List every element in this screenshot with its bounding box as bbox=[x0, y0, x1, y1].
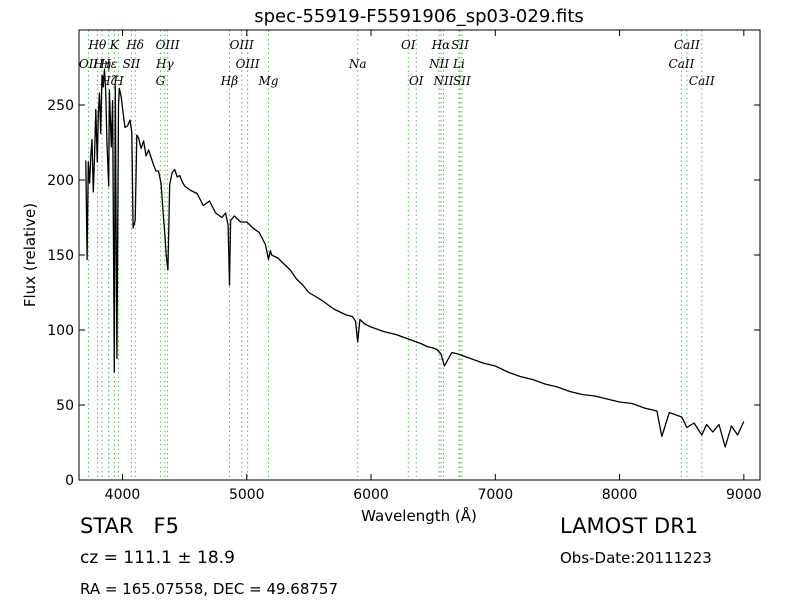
y-tick-label-3: 150 bbox=[47, 248, 74, 264]
spectral-class: STAR F5 bbox=[80, 514, 179, 538]
marker-label-27: CaII bbox=[689, 74, 715, 88]
marker-label-14: OIII bbox=[236, 57, 260, 71]
x-axis: 4000 5000 6000 7000 8000 9000 bbox=[105, 30, 762, 503]
marker-label-5: OI bbox=[401, 38, 416, 52]
marker-label-4: OIII bbox=[230, 38, 254, 52]
marker-label-7: SII bbox=[451, 38, 469, 52]
x-tick-label-5: 9000 bbox=[726, 487, 762, 503]
marker-label-16: NII bbox=[428, 57, 449, 71]
y-tick-label-4: 200 bbox=[47, 173, 74, 189]
marker-label-10: Hη bbox=[92, 57, 111, 71]
emission-line-markers bbox=[88, 30, 703, 480]
marker-label-21: G bbox=[156, 74, 166, 88]
y-tick-label-5: 250 bbox=[47, 98, 74, 114]
x-tick-label-4: 8000 bbox=[602, 487, 638, 503]
marker-label-13: Hγ bbox=[155, 57, 174, 71]
y-axis-label: Flux (relative) bbox=[21, 203, 39, 307]
marker-label-18: CaII bbox=[669, 57, 695, 71]
x-tick-label-2: 6000 bbox=[353, 487, 389, 503]
y-tick-label-0: 0 bbox=[65, 473, 74, 489]
y-tick-label-2: 100 bbox=[47, 323, 74, 339]
marker-label-15: Na bbox=[348, 57, 367, 71]
marker-label-1: K bbox=[109, 38, 120, 52]
marker-label-17: Li bbox=[452, 57, 465, 71]
y-tick-label-1: 50 bbox=[56, 398, 74, 414]
marker-label-3: OIII bbox=[156, 38, 180, 52]
survey-name: LAMOST DR1 bbox=[560, 514, 699, 538]
marker-label-9: OII bbox=[79, 57, 99, 71]
marker-label-0: Hθ bbox=[88, 38, 107, 52]
redshift-value: cz = 111.1 ± 18.9 bbox=[80, 548, 235, 568]
chart-title: spec-55919-F5591906_sp03-029.fits bbox=[254, 6, 584, 27]
spectrum-line bbox=[85, 68, 745, 448]
marker-label-11: Hε bbox=[99, 57, 117, 71]
x-tick-label-3: 7000 bbox=[477, 487, 513, 503]
coordinates: RA = 165.07558, DEC = 49.68757 bbox=[80, 580, 339, 598]
marker-label-12: SII bbox=[123, 57, 141, 71]
x-tick-label-0: 4000 bbox=[105, 487, 141, 503]
y-axis: 0 50 100 150 200 250 bbox=[47, 98, 760, 489]
observation-date: Obs-Date:20111223 bbox=[560, 549, 712, 567]
marker-label-6: Hα bbox=[431, 38, 451, 52]
marker-label-8: CaII bbox=[674, 38, 700, 52]
marker-label-20: H bbox=[112, 74, 124, 88]
x-axis-label: Wavelength (Å) bbox=[361, 506, 477, 525]
x-tick-label-1: 5000 bbox=[229, 487, 265, 503]
marker-label-23: Mg bbox=[258, 74, 279, 88]
marker-label-22: Hβ bbox=[220, 74, 238, 88]
marker-label-2: Hδ bbox=[125, 38, 144, 52]
marker-label-26: SII bbox=[453, 74, 471, 88]
marker-label-24: OI bbox=[409, 74, 424, 88]
marker-label-25: NII bbox=[432, 74, 453, 88]
